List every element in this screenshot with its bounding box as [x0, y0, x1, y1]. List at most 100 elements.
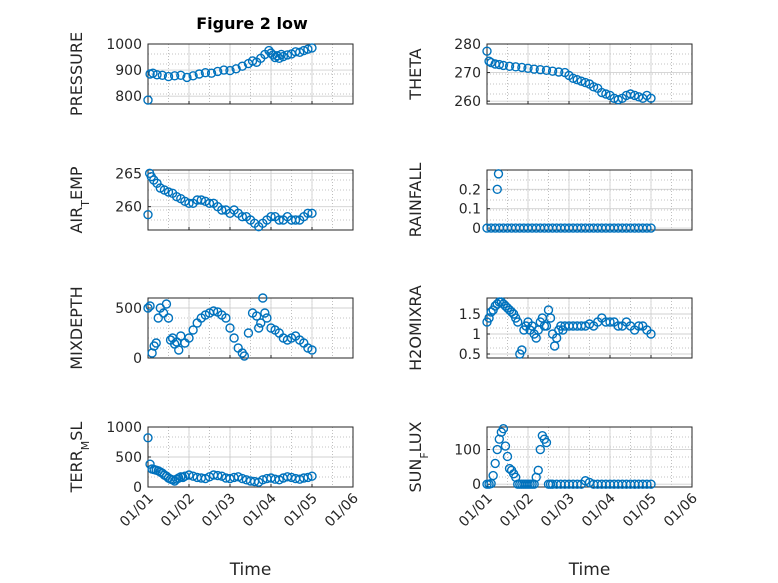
x-tick-label: 01/02	[497, 491, 537, 531]
data-point	[572, 479, 582, 489]
x-tick-label: 01/04	[240, 490, 280, 530]
data-point	[276, 49, 286, 60]
data-point	[646, 479, 656, 489]
data-point	[204, 198, 215, 209]
data-point	[176, 70, 186, 81]
x-tick-label: 01/01	[456, 491, 496, 531]
data-point	[167, 475, 178, 485]
y-tick-label: 280	[454, 37, 481, 53]
subplot-rainfall: 0 0.1 0.2 RAINFALL	[406, 163, 693, 238]
data-point	[601, 89, 611, 99]
data-point	[629, 90, 640, 101]
y-axis-label: AIRTEMP	[67, 166, 92, 233]
data-point	[498, 424, 509, 434]
data-point	[492, 444, 502, 455]
data-point	[206, 68, 217, 78]
data-point	[200, 67, 211, 78]
subplot-air_temp: 260 265 AIRTEMP	[67, 166, 354, 234]
data-point	[303, 208, 313, 219]
data-point	[274, 215, 284, 225]
data-point	[153, 313, 163, 323]
y-tick-label: 1000	[106, 420, 142, 436]
y-axis-label: MIXDEPTH	[67, 286, 86, 369]
data-point	[212, 66, 223, 77]
data-point	[163, 187, 174, 197]
data-point	[194, 69, 204, 79]
data-point	[482, 46, 492, 56]
y-tick-label: 1000	[106, 37, 142, 53]
data-point	[161, 299, 172, 309]
y-axis-label: TERRMSL	[67, 422, 92, 494]
data-point	[554, 67, 564, 77]
data-point	[231, 64, 241, 74]
data-point	[541, 65, 552, 75]
data-point	[488, 470, 498, 481]
data-point	[513, 317, 523, 327]
data-point	[307, 471, 317, 481]
data-point	[545, 313, 556, 323]
data-point	[511, 62, 521, 72]
data-point	[217, 205, 227, 215]
data-point	[169, 71, 180, 81]
data-point	[576, 76, 586, 86]
data-point	[143, 209, 153, 220]
data-point	[625, 89, 636, 99]
data-point	[212, 470, 223, 481]
y-tick-label: 0	[472, 221, 481, 237]
data-point	[143, 95, 153, 105]
data-point	[184, 470, 194, 480]
data-point	[188, 325, 198, 335]
data-point	[646, 223, 656, 233]
data-point	[307, 345, 317, 355]
x-axis-label: Time	[568, 560, 611, 580]
x-axis-label: Time	[229, 560, 272, 580]
x-tick-label: 01/04	[579, 490, 619, 530]
data-point	[613, 321, 623, 331]
axes-frame	[147, 169, 354, 231]
data-point	[256, 318, 266, 328]
y-tick-label: 0	[472, 477, 481, 493]
axes-frame	[147, 43, 354, 105]
y-tick-label: 265	[115, 166, 142, 182]
data-point	[307, 208, 317, 219]
data-point	[225, 323, 235, 333]
data-point	[493, 169, 504, 179]
y-tick-label: 1	[472, 327, 481, 343]
data-point	[492, 184, 502, 195]
data-point	[646, 93, 656, 103]
y-tick-label: 0	[133, 351, 142, 367]
y-axis-label: PRESSURE	[67, 32, 86, 116]
data-point	[174, 345, 184, 355]
data-point	[572, 75, 582, 85]
y-tick-label: 270	[454, 66, 481, 82]
data-point	[237, 61, 248, 71]
x-tick-label: 01/06	[322, 490, 362, 530]
data-point	[254, 323, 264, 333]
y-tick-label: 0.2	[459, 182, 481, 198]
data-point	[157, 70, 168, 81]
data-point	[597, 87, 607, 98]
data-point	[182, 72, 192, 83]
x-tick-label: 01/03	[199, 491, 239, 531]
data-point	[299, 45, 309, 56]
data-point	[152, 70, 162, 80]
data-point	[529, 64, 539, 74]
data-point	[251, 311, 262, 321]
data-point	[225, 65, 235, 76]
y-tick-label: 100	[454, 443, 481, 459]
data-point	[196, 195, 207, 205]
data-point	[541, 321, 552, 331]
data-point	[184, 333, 194, 343]
y-axis-label: RAINFALL	[406, 163, 425, 238]
y-axis-label: H2OMIXRA	[406, 285, 425, 371]
subplot-sun_flux: 0 100 01/01 01/02 01/03 01/04 01/05 01/06 SUNFLU…	[406, 421, 701, 580]
data-point	[219, 65, 229, 75]
data-point	[541, 437, 552, 448]
subplot-mixdepth: 0 500 MIXDEPTH	[67, 286, 354, 370]
data-point	[208, 306, 219, 316]
axes-frame	[486, 43, 693, 105]
data-point	[158, 308, 169, 318]
data-point	[163, 313, 174, 323]
data-point	[188, 71, 198, 81]
